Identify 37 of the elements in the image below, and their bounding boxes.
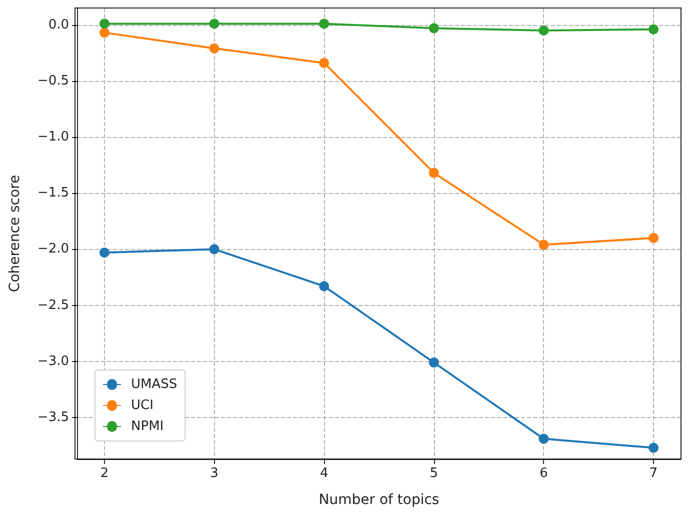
point — [319, 18, 330, 29]
y-tick-label: −1.0 — [37, 130, 69, 145]
legend-label: UMASS — [131, 377, 178, 392]
point — [648, 232, 659, 243]
y-tick-label: 0.0 — [48, 17, 69, 32]
point — [209, 43, 220, 54]
x-tick-label: 3 — [210, 466, 218, 481]
point — [99, 28, 110, 38]
point — [538, 25, 549, 36]
point — [538, 240, 549, 250]
point — [428, 358, 439, 368]
point — [209, 244, 220, 254]
point — [209, 18, 220, 29]
point — [319, 58, 330, 68]
y-tick-label: −2.0 — [37, 242, 69, 257]
point — [99, 248, 110, 258]
x-tick-label: 6 — [540, 466, 548, 481]
point — [648, 24, 659, 34]
y-axis-title: Coherence score — [7, 174, 23, 292]
x-tick-label: 7 — [649, 466, 658, 481]
legend-label: NPMI — [131, 419, 164, 434]
point — [428, 168, 439, 178]
point — [648, 442, 659, 453]
point — [319, 281, 330, 292]
x-tick-label: 4 — [320, 466, 328, 481]
x-axis-title: Number of topics — [318, 492, 440, 508]
point — [428, 23, 439, 34]
x-tick-label: 5 — [430, 466, 438, 481]
y-tick-label: −3.0 — [37, 354, 69, 369]
y-tick-label: −2.5 — [37, 298, 69, 313]
point — [99, 18, 110, 29]
x-tick-label: 2 — [100, 466, 109, 481]
point — [538, 434, 549, 444]
y-tick-label: −3.5 — [37, 410, 69, 425]
y-tick-label: −0.5 — [37, 73, 69, 88]
y-tick-label: −1.5 — [37, 186, 69, 201]
legend-label: UCI — [131, 398, 154, 413]
